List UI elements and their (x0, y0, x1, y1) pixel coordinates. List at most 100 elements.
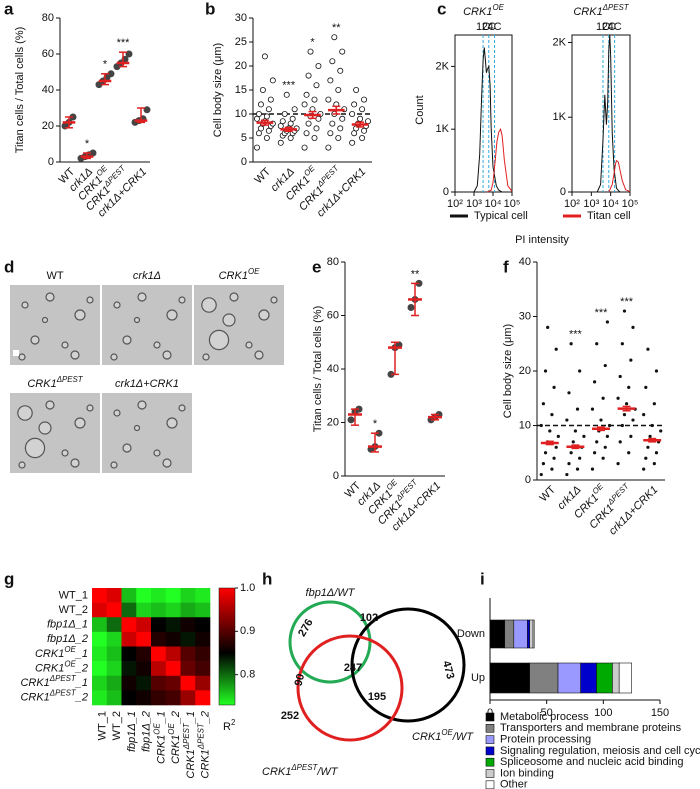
heat-cell (180, 675, 196, 691)
cell (166, 309, 178, 321)
legend-swatch (485, 712, 495, 722)
data-point (313, 82, 320, 89)
data-point (301, 144, 308, 151)
data-point (335, 134, 342, 141)
cell (30, 335, 40, 345)
colorbar-label-part: R (223, 721, 231, 733)
data-point (575, 407, 580, 411)
bar-segment (612, 662, 620, 694)
row-label-part: CRK1 (35, 648, 64, 660)
bar-segment (527, 619, 530, 649)
heat-cell (165, 631, 181, 647)
significance: *** (595, 307, 609, 319)
data-point (601, 396, 605, 400)
data-point (269, 77, 276, 84)
cell (110, 353, 118, 361)
data-point (603, 363, 607, 368)
bar-segment (596, 662, 613, 694)
y-axis-label: Titan cells / Total cells (%) (14, 27, 26, 154)
heat-cell (165, 646, 181, 662)
column-label: fbp1Δ_1 (126, 711, 138, 752)
heat-cell (151, 602, 167, 618)
heat-cell (151, 617, 167, 633)
histogram-curve (473, 47, 503, 193)
colorbar (218, 587, 236, 706)
data-point (644, 385, 648, 389)
heat-cell (136, 675, 152, 691)
data-point (573, 429, 578, 433)
data-point (349, 111, 356, 118)
data-point (546, 325, 550, 329)
y-tick-label: 20 (42, 120, 54, 132)
micrograph (102, 393, 192, 473)
data-point (279, 118, 286, 125)
row-label-part: WT_1 (59, 589, 88, 601)
data-point (578, 369, 582, 373)
column-label: WT_1 (96, 711, 108, 740)
row-label: CRK1OE_1 (35, 645, 88, 660)
y-tick-label: 2K (553, 36, 567, 48)
heat-cell (121, 602, 137, 618)
heat-cell (180, 661, 196, 677)
ploidy-label: 1C (476, 21, 490, 33)
y-tick-label: 1K (436, 123, 450, 135)
heat-cell (136, 588, 152, 603)
data-point (263, 134, 270, 141)
panel-letter: d (4, 257, 14, 276)
row-label-part: CRK1 (20, 677, 49, 689)
data-point (337, 67, 344, 74)
y-tick-label: 25 (235, 36, 247, 48)
data-point (277, 139, 284, 146)
column-label-part: OE (152, 723, 161, 735)
y-tick-label: Down (457, 628, 485, 640)
legend-label: Typical cell (474, 210, 528, 222)
heat-cell (106, 675, 122, 691)
data-point (543, 369, 548, 373)
data-point (648, 434, 652, 438)
y-tick-label: 15 (235, 84, 247, 96)
heat-cell (165, 617, 181, 633)
x-tick-label-part: WT (537, 483, 558, 504)
data-point (255, 111, 262, 118)
x-tick-label: 50 (541, 707, 553, 719)
legend-swatch (485, 780, 495, 789)
data-point (125, 50, 133, 58)
column-label-part: CRK1 (200, 749, 212, 778)
legend-label: Spliceosome and nucleic acid binding (500, 756, 683, 768)
row-label-part: _1 (75, 648, 88, 660)
y-tick-label: 40 (519, 256, 531, 268)
histogram-curve (596, 34, 621, 193)
set-label-part: ΔPEST (290, 763, 318, 772)
data-point (327, 77, 334, 84)
data-point (627, 451, 631, 455)
data-point (313, 125, 320, 132)
data-point (601, 456, 605, 460)
heat-cell (180, 602, 196, 618)
data-point (357, 115, 364, 122)
data-point (569, 342, 573, 346)
region-count: 247 (344, 662, 362, 674)
panel-letter: f (503, 257, 509, 276)
significance: *** (117, 37, 131, 49)
data-point (327, 130, 334, 137)
data-point (365, 118, 372, 125)
x-tick-label: WT (537, 483, 558, 504)
cell (122, 335, 132, 345)
data-point (616, 396, 620, 400)
significance: *** (569, 329, 583, 341)
heat-cell (106, 661, 122, 677)
heat-cell (151, 588, 167, 603)
x-tick-label: 10² (564, 198, 580, 210)
data-point (539, 472, 543, 477)
colorbar-label-part: 2 (231, 718, 235, 727)
cell (178, 296, 186, 304)
data-point (654, 369, 659, 373)
cell (74, 417, 86, 429)
y-tick-label: 1K (553, 111, 567, 123)
y-tick-label: 40 (42, 84, 54, 96)
column-label-part: CRK1 (185, 749, 197, 778)
data-point (339, 115, 346, 122)
data-point (582, 434, 586, 438)
heat-cell (195, 588, 211, 603)
heat-cell (165, 588, 181, 603)
